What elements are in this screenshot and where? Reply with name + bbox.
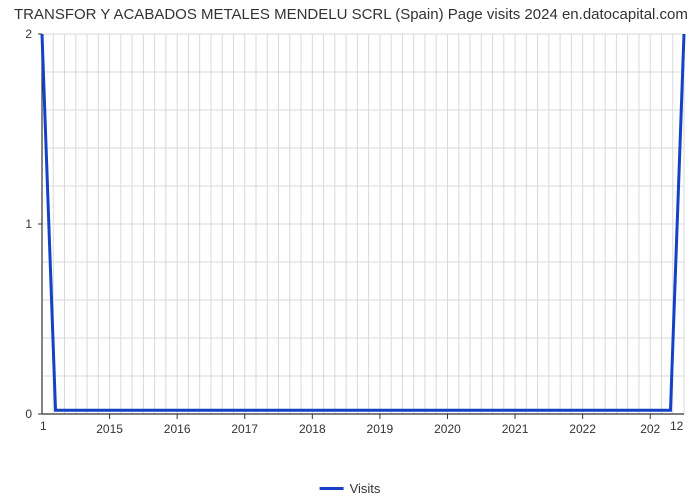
xtick-label: 2016	[164, 422, 191, 436]
xtick-label: 2022	[569, 422, 596, 436]
legend-label: Visits	[350, 481, 381, 496]
chart-area: 20152016201720182019202020212022202112 0…	[38, 30, 688, 442]
xtick-label: 2019	[367, 422, 394, 436]
xtick-label: 2021	[502, 422, 529, 436]
legend-swatch	[320, 487, 344, 490]
ytick-label: 2	[12, 27, 32, 41]
xtick-label: 2017	[231, 422, 258, 436]
secondary-axis-end: 12	[670, 419, 683, 433]
xtick-label: 2015	[96, 422, 123, 436]
secondary-axis-start: 1	[40, 419, 47, 433]
chart-title: TRANSFOR Y ACABADOS METALES MENDELU SCRL…	[14, 6, 686, 23]
xtick-label: 202	[640, 422, 660, 436]
chart-svg	[38, 30, 688, 442]
ytick-label: 0	[12, 407, 32, 421]
ytick-label: 1	[12, 217, 32, 231]
chart-legend: Visits	[320, 481, 381, 496]
xtick-label: 2018	[299, 422, 326, 436]
xtick-label: 2020	[434, 422, 461, 436]
